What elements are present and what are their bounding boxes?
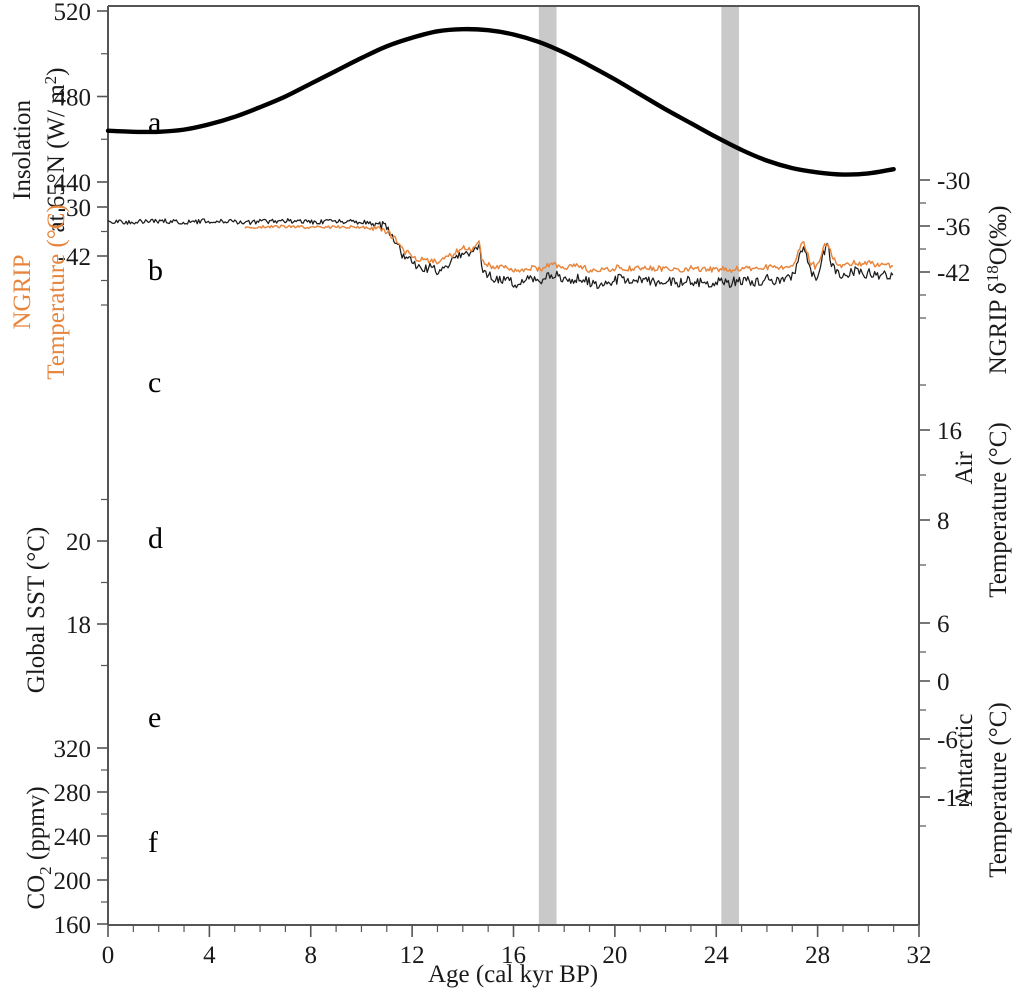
- right-tick-label: -36: [937, 214, 970, 241]
- right-tick-label: 6: [937, 611, 950, 638]
- co2-title: CO2 (ppmv): [23, 786, 55, 909]
- left-tick-label: 20: [66, 529, 91, 556]
- x-tick-label: 4: [203, 942, 216, 969]
- left-tick-label: 160: [54, 912, 92, 939]
- right-tick-label: 16: [937, 418, 962, 445]
- left-tick-label: -42: [58, 244, 91, 271]
- panel-label-b: b: [148, 254, 163, 287]
- right-axis-title-air-temperature: Air Temperature (°C): [951, 422, 1012, 598]
- left-axis-ticks: 520 480 440-30 -42 20 18 320 280 240 200 160: [54, 0, 108, 939]
- highlight-bands: [538, 7, 740, 925]
- x-tick-label: 20: [602, 942, 627, 969]
- ngrip-d18o-title: NGRIP δ18O(‰): [983, 206, 1012, 375]
- ngrip-temp-title-line1: NGRIP: [9, 254, 36, 329]
- highlight-band-heinrich-stadial-1: [538, 7, 557, 925]
- right-tick-label: -6: [937, 727, 958, 754]
- right-tick-label: 8: [937, 508, 950, 535]
- left-axis-title-co2: CO2 (ppmv): [23, 786, 55, 909]
- right-axis-ticks: -30 -36 -42 16 8 6 0 -6 -12: [919, 168, 970, 827]
- left-axis-title-insolation: Insolation at 65°N (W/ m2): [9, 68, 70, 233]
- left-tick-label: 200: [54, 868, 92, 895]
- x-tick-label: 12: [400, 942, 425, 969]
- left-tick-label: 18: [66, 612, 91, 639]
- ngrip-temperature-curve: [244, 224, 894, 274]
- right-tick-label: -30: [937, 168, 970, 195]
- panel-label-e: e: [148, 701, 161, 734]
- ngrip-d18o-curve: [107, 218, 894, 290]
- right-tick-label: -12: [937, 785, 970, 812]
- left-tick-label: 320: [54, 736, 92, 763]
- panel-label-f: f: [148, 826, 158, 859]
- antarctic-temp-title-line2: Temperature (°C): [985, 702, 1012, 878]
- ngrip-temperature-path: [244, 224, 894, 274]
- highlight-band-last-glacial-maximum: [721, 7, 740, 925]
- x-axis-title: Age (cal kyr BP): [428, 961, 598, 988]
- x-tick-label: 32: [907, 942, 932, 969]
- air-temp-title-line1: Air: [951, 451, 978, 485]
- left-axis-title-ngrip-temperature: NGRIP Temperature (°C): [9, 204, 70, 380]
- air-temp-title-line2: Temperature (°C): [985, 422, 1012, 598]
- left-tick-label: 480: [54, 85, 92, 112]
- x-tick-label: 8: [305, 942, 318, 969]
- right-tick-label: -42: [937, 260, 970, 287]
- x-tick-label: 16: [501, 942, 526, 969]
- x-tick-label: 28: [805, 942, 830, 969]
- panel-label-c: c: [148, 366, 161, 399]
- left-tick-label: -30: [58, 195, 91, 222]
- x-axis-ticks: 0 4 8 12 16 20 24 28 32: [102, 925, 932, 969]
- x-tick-label: 24: [704, 942, 730, 969]
- ngrip-d18o-path: [107, 218, 894, 290]
- left-tick-label: 240: [54, 824, 92, 851]
- ngrip-temp-title-line2: Temperature (°C): [43, 204, 70, 380]
- antarctic-temp-title-line1: Antarctic: [951, 713, 978, 806]
- left-tick-label: 280: [54, 780, 92, 807]
- right-axis-title-antarctic-temperature: Antarctic Temperature (°C): [951, 702, 1012, 878]
- right-tick-label: 0: [937, 669, 950, 696]
- panel-label-a: a: [148, 106, 161, 139]
- panel-label-d: d: [148, 522, 163, 555]
- insolation-path: [105, 26, 896, 177]
- insolation-title-line2: at 65°N (W/ m2): [41, 68, 70, 233]
- right-axis-title-ngrip-d18o: NGRIP δ18O(‰): [983, 206, 1012, 375]
- insolation-title-line1: Insolation: [9, 100, 36, 200]
- x-tick-label: 0: [102, 942, 115, 969]
- left-tick-label: 520: [54, 0, 92, 26]
- left-tick-label: 440: [54, 170, 92, 197]
- insolation-curve: [105, 26, 896, 177]
- axes-frame: [107, 5, 920, 926]
- global-sst-title: Global SST (°C): [23, 527, 50, 694]
